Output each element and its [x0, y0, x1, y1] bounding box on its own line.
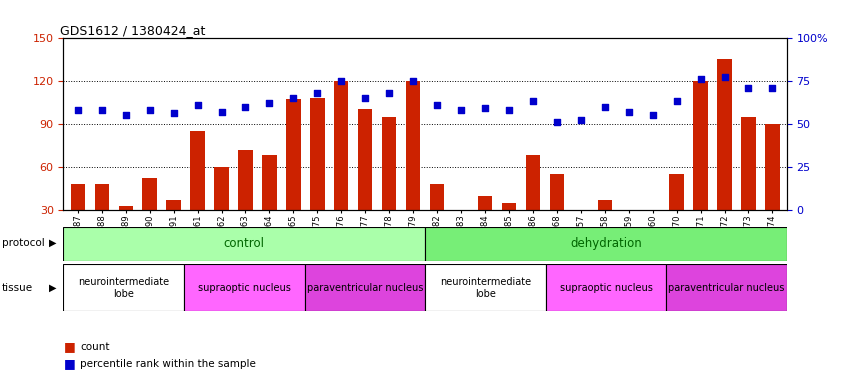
- Text: ▶: ▶: [49, 238, 57, 248]
- Bar: [406, 81, 420, 253]
- Point: [262, 100, 276, 106]
- Bar: [669, 174, 684, 253]
- Bar: [622, 213, 636, 253]
- Point: [454, 107, 468, 113]
- Point: [95, 107, 108, 113]
- Bar: [286, 99, 300, 253]
- Text: control: control: [224, 237, 265, 250]
- Point: [478, 105, 492, 111]
- Bar: [382, 117, 397, 253]
- Text: paraventricular nucleus: paraventricular nucleus: [668, 283, 785, 293]
- Point: [310, 90, 324, 96]
- Point: [239, 104, 252, 110]
- Point: [574, 117, 588, 123]
- Point: [143, 107, 157, 113]
- Bar: [741, 117, 755, 253]
- Bar: [63, 227, 425, 261]
- Point: [645, 112, 659, 118]
- Text: protocol: protocol: [2, 238, 45, 248]
- Text: tissue: tissue: [2, 283, 33, 293]
- Point: [431, 102, 444, 108]
- Text: ■: ■: [63, 340, 75, 353]
- Bar: [167, 200, 181, 253]
- Bar: [310, 98, 325, 253]
- Bar: [95, 184, 109, 253]
- Bar: [546, 264, 667, 311]
- Bar: [766, 124, 780, 253]
- Point: [167, 110, 180, 116]
- Text: supraoptic nucleus: supraoptic nucleus: [198, 283, 291, 293]
- Bar: [478, 196, 492, 253]
- Point: [334, 78, 348, 84]
- Point: [71, 107, 85, 113]
- Point: [215, 109, 228, 115]
- Bar: [645, 224, 660, 253]
- Point: [119, 112, 133, 118]
- Bar: [190, 131, 205, 253]
- Bar: [239, 150, 253, 253]
- Point: [287, 95, 300, 101]
- Point: [694, 76, 707, 82]
- Bar: [63, 264, 184, 311]
- Point: [742, 84, 755, 90]
- Bar: [430, 184, 444, 253]
- Bar: [525, 155, 540, 253]
- Bar: [118, 206, 133, 253]
- Bar: [425, 264, 546, 311]
- Bar: [717, 59, 732, 253]
- Text: percentile rank within the sample: percentile rank within the sample: [80, 359, 256, 369]
- Bar: [597, 200, 612, 253]
- Point: [191, 102, 205, 108]
- Bar: [142, 178, 157, 253]
- Point: [406, 78, 420, 84]
- Point: [359, 95, 372, 101]
- Bar: [425, 227, 787, 261]
- Text: paraventricular nucleus: paraventricular nucleus: [306, 283, 423, 293]
- Text: supraoptic nucleus: supraoptic nucleus: [559, 283, 652, 293]
- Point: [503, 107, 516, 113]
- Point: [622, 109, 635, 115]
- Text: count: count: [80, 342, 110, 352]
- Bar: [453, 224, 468, 253]
- Bar: [502, 203, 516, 253]
- Point: [766, 84, 779, 90]
- Text: dehydration: dehydration: [570, 237, 642, 250]
- Point: [526, 98, 540, 104]
- Text: ▶: ▶: [49, 283, 57, 293]
- Bar: [305, 264, 425, 311]
- Bar: [358, 110, 372, 253]
- Bar: [694, 81, 708, 253]
- Bar: [184, 264, 305, 311]
- Text: ■: ■: [63, 357, 75, 370]
- Bar: [334, 81, 349, 253]
- Bar: [214, 167, 228, 253]
- Bar: [70, 184, 85, 253]
- Point: [670, 98, 684, 104]
- Point: [717, 74, 731, 80]
- Bar: [574, 214, 588, 253]
- Text: neurointermediate
lobe: neurointermediate lobe: [440, 277, 531, 298]
- Text: neurointermediate
lobe: neurointermediate lobe: [78, 277, 169, 298]
- Point: [382, 90, 396, 96]
- Point: [598, 104, 612, 110]
- Bar: [550, 174, 564, 253]
- Text: GDS1612 / 1380424_at: GDS1612 / 1380424_at: [60, 24, 206, 38]
- Point: [550, 119, 563, 125]
- Bar: [262, 155, 277, 253]
- Bar: [666, 264, 787, 311]
